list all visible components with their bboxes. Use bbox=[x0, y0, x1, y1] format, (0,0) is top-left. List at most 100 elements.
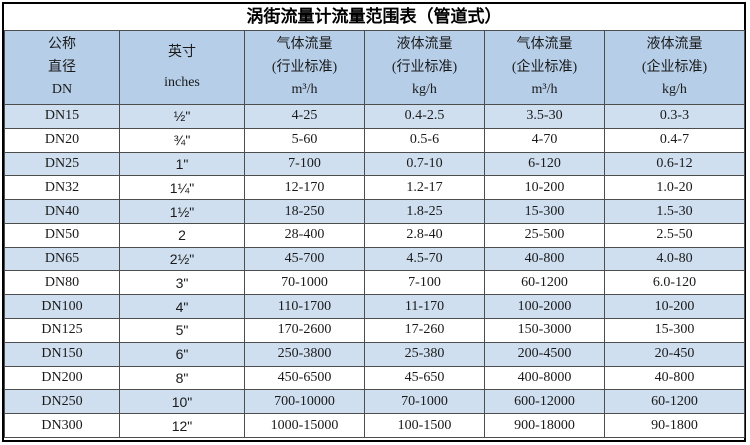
header-row: 公称直径 DN 英寸 inches 气体流量 (行业标准) m³/h 液体流量 (行业标准) kg… bbox=[4, 30, 745, 105]
table-row-dn40: DN40 1½" 18-250 1.8-25 15-300 1.5-30 bbox=[4, 199, 745, 224]
cell-inches: ¾" bbox=[119, 127, 245, 153]
column-header-line: inches bbox=[164, 74, 200, 90]
cell-gas-enterprise: 40-800 bbox=[484, 246, 605, 272]
cell-liquid-enterprise: 0.6-12 bbox=[604, 151, 745, 177]
cell-liquid-industry: 45-650 bbox=[364, 365, 485, 391]
column-header-line: (行业标准) bbox=[391, 59, 458, 75]
cell-gas-industry: 18-250 bbox=[244, 199, 365, 224]
cell-liquid-enterprise: 15-300 bbox=[604, 318, 745, 343]
cell-liquid-industry: 7-100 bbox=[364, 270, 485, 296]
cell-gas-enterprise: 600-12000 bbox=[484, 389, 605, 415]
table-row-dn65: DN65 2½" 45-700 4.5-70 40-800 4.0-80 bbox=[4, 246, 745, 272]
column-header-lines: 液体流量 (行业标准) kg/h bbox=[366, 32, 484, 104]
table-row-dn50: DN50 2 28-400 2.8-40 25-500 2.5-50 bbox=[4, 222, 745, 248]
cell-inches: 2½" bbox=[119, 246, 245, 272]
cell-gas-enterprise: 60-1200 bbox=[484, 270, 605, 296]
cell-liquid-industry: 0.4-2.5 bbox=[364, 104, 485, 129]
cell-liquid-enterprise: 2.5-50 bbox=[604, 222, 745, 248]
column-header-dn: 公称直径 DN bbox=[4, 30, 120, 105]
cell-liquid-industry: 11-170 bbox=[364, 294, 485, 320]
column-header-lines: 气体流量 (企业标准) m³/h bbox=[486, 32, 604, 104]
cell-gas-industry: 28-400 bbox=[244, 222, 365, 248]
cell-dn: DN125 bbox=[4, 318, 120, 343]
column-header-line: DN bbox=[51, 82, 73, 98]
cell-gas-enterprise: 150-3000 bbox=[484, 318, 605, 343]
cell-gas-industry: 4-25 bbox=[244, 104, 365, 129]
table-row-dn25: DN25 1" 7-100 0.7-10 6-120 0.6-12 bbox=[4, 151, 745, 177]
cell-liquid-enterprise: 6.0-120 bbox=[604, 270, 745, 296]
table-row-dn250: DN250 10" 700-10000 70-1000 600-12000 60-1200 bbox=[4, 389, 745, 415]
cell-liquid-enterprise: 60-1200 bbox=[604, 389, 745, 415]
cell-inches: 2 bbox=[119, 222, 245, 248]
cell-liquid-industry: 0.5-6 bbox=[364, 127, 485, 153]
cell-dn: DN150 bbox=[4, 341, 120, 367]
cell-liquid-industry: 25-380 bbox=[364, 341, 485, 367]
column-header-line: 公称 bbox=[48, 37, 76, 53]
cell-liquid-enterprise: 40-800 bbox=[604, 365, 745, 391]
cell-dn: DN32 bbox=[4, 175, 120, 201]
cell-gas-enterprise: 10-200 bbox=[484, 175, 605, 201]
cell-gas-industry: 12-170 bbox=[244, 175, 365, 201]
cell-gas-enterprise: 200-4500 bbox=[484, 341, 605, 367]
cell-inches: 1½" bbox=[119, 199, 245, 224]
column-header-liquid-enterprise: 液体流量 (企业标准) kg/h bbox=[604, 30, 745, 105]
table-row-dn150: DN150 6" 250-3800 25-380 200-4500 20-450 bbox=[4, 341, 745, 367]
column-header-line: (行业标准) bbox=[271, 59, 338, 75]
cell-liquid-enterprise: 1.0-20 bbox=[604, 175, 745, 201]
cell-inches: ½" bbox=[119, 104, 245, 129]
column-header-line: 液体流量 bbox=[396, 37, 453, 53]
column-header-line: 直径 bbox=[48, 59, 76, 75]
column-header-liquid-industry: 液体流量 (行业标准) kg/h bbox=[364, 30, 485, 105]
column-header-line: 液体流量 bbox=[646, 37, 703, 53]
cell-gas-enterprise: 400-8000 bbox=[484, 365, 605, 391]
cell-liquid-enterprise: 10-200 bbox=[604, 294, 745, 320]
cell-dn: DN300 bbox=[4, 413, 120, 438]
cell-dn: DN80 bbox=[4, 270, 120, 296]
column-header-line: 气体流量 bbox=[276, 37, 333, 53]
column-header-line: m³/h bbox=[291, 82, 318, 98]
column-header-line: kg/h bbox=[412, 82, 437, 98]
cell-inches: 4" bbox=[119, 294, 245, 320]
cell-liquid-enterprise: 4.0-80 bbox=[604, 246, 745, 272]
cell-inches: 5" bbox=[119, 318, 245, 343]
table-row-dn300: DN300 12" 1000-15000 100-1500 900-18000 90-18… bbox=[4, 413, 745, 438]
cell-inches: 10" bbox=[119, 389, 245, 415]
cell-liquid-industry: 100-1500 bbox=[364, 413, 485, 438]
cell-liquid-enterprise: 1.5-30 bbox=[604, 199, 745, 224]
cell-gas-industry: 1000-15000 bbox=[244, 413, 365, 438]
cell-gas-industry: 110-1700 bbox=[244, 294, 365, 320]
table-row-dn32: DN32 1¼" 12-170 1.2-17 10-200 1.0-20 bbox=[4, 175, 745, 201]
cell-gas-industry: 450-6500 bbox=[244, 365, 365, 391]
cell-liquid-enterprise: 0.4-7 bbox=[604, 127, 745, 153]
cell-liquid-industry: 1.2-17 bbox=[364, 175, 485, 201]
cell-gas-enterprise: 25-500 bbox=[484, 222, 605, 248]
column-header-line: (企业标准) bbox=[511, 59, 578, 75]
cell-inches: 1" bbox=[119, 151, 245, 177]
cell-dn: DN25 bbox=[4, 151, 120, 177]
cell-liquid-industry: 70-1000 bbox=[364, 389, 485, 415]
cell-inches: 3" bbox=[119, 270, 245, 296]
cell-gas-industry: 170-2600 bbox=[244, 318, 365, 343]
cell-liquid-enterprise: 90-1800 bbox=[604, 413, 745, 438]
cell-gas-enterprise: 900-18000 bbox=[484, 413, 605, 438]
cell-gas-industry: 250-3800 bbox=[244, 341, 365, 367]
column-header-lines: 英寸 inches bbox=[121, 32, 244, 104]
column-header-inches: 英寸 inches bbox=[119, 30, 245, 105]
cell-liquid-enterprise: 20-450 bbox=[604, 341, 745, 367]
cell-dn: DN200 bbox=[4, 365, 120, 391]
cell-liquid-industry: 1.8-25 bbox=[364, 199, 485, 224]
cell-dn: DN100 bbox=[4, 294, 120, 320]
cell-liquid-industry: 17-260 bbox=[364, 318, 485, 343]
table-row-dn80: DN80 3" 70-1000 7-100 60-1200 6.0-120 bbox=[4, 270, 745, 296]
column-header-line: 英寸 bbox=[168, 44, 196, 60]
flow-range-table: 公称直径 DN 英寸 inches 气体流量 (行业标准) m³/h 液体流量 (行业标准) kg… bbox=[4, 30, 745, 438]
column-header-line: kg/h bbox=[662, 82, 687, 98]
table-row-dn15: DN15 ½" 4-25 0.4-2.5 3.5-30 0.3-3 bbox=[4, 104, 745, 129]
column-header-line: 气体流量 bbox=[516, 37, 573, 53]
column-header-gas-industry: 气体流量 (行业标准) m³/h bbox=[244, 30, 365, 105]
column-header-lines: 液体流量 (企业标准) kg/h bbox=[606, 32, 744, 104]
cell-gas-enterprise: 3.5-30 bbox=[484, 104, 605, 129]
cell-inches: 12" bbox=[119, 413, 245, 438]
cell-dn: DN20 bbox=[4, 127, 120, 153]
